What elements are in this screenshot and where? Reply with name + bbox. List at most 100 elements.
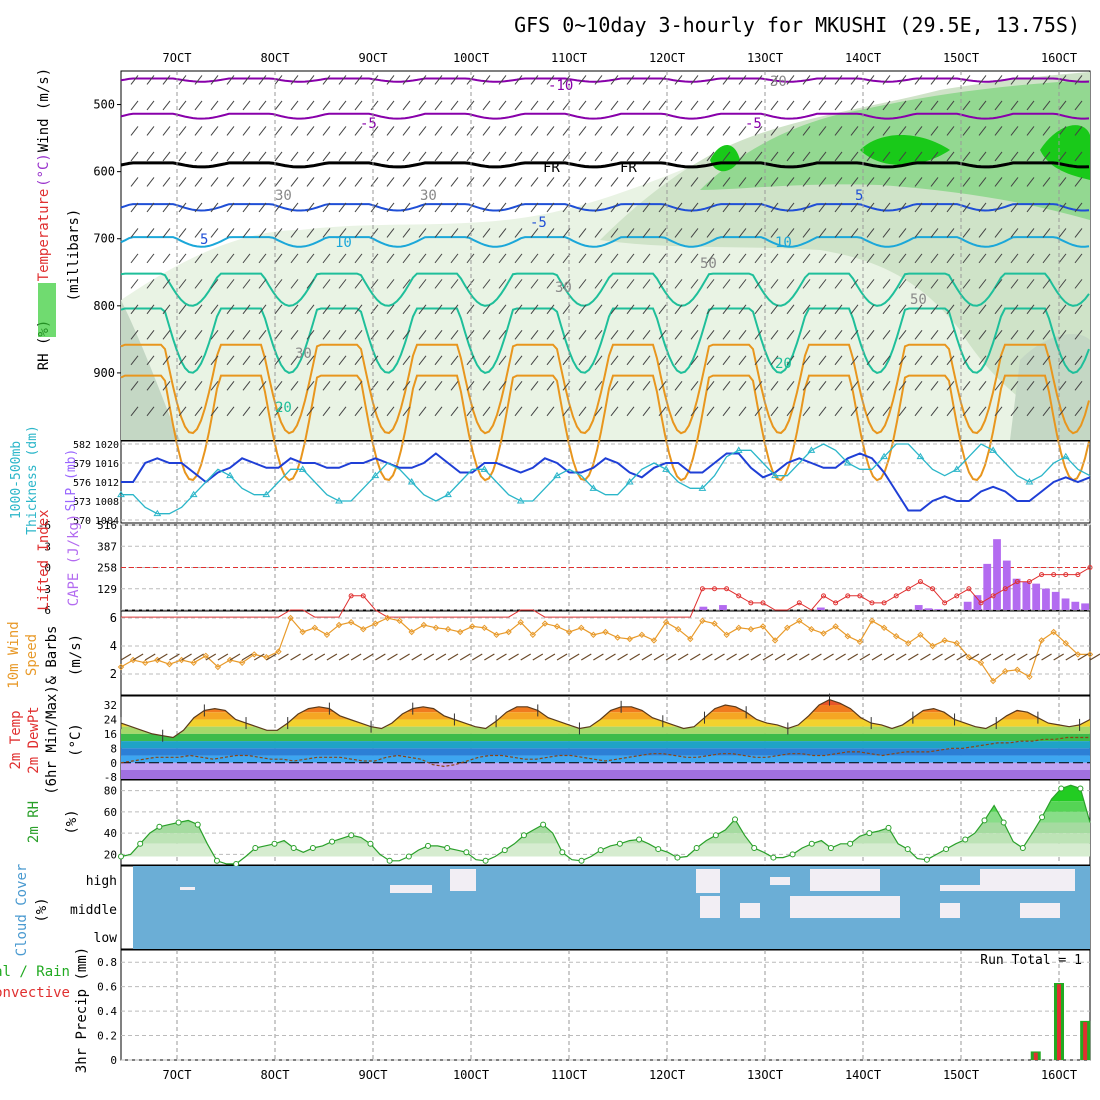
cape-bar xyxy=(983,563,992,610)
thickness-tick: 582 xyxy=(73,440,91,451)
wind-marker xyxy=(759,623,767,630)
wind-barb xyxy=(642,355,651,366)
wind-barb xyxy=(898,330,907,340)
wind-barb xyxy=(162,100,171,111)
wind-barb xyxy=(818,381,827,391)
wind-marker xyxy=(541,620,549,627)
wind-barb xyxy=(242,279,251,289)
wind-barb xyxy=(418,279,427,289)
wind-barb xyxy=(338,381,347,391)
wind-barb xyxy=(754,151,763,162)
wind-barb xyxy=(322,100,331,111)
rh-marker xyxy=(501,847,508,854)
cape-bar xyxy=(1061,598,1070,610)
wind-barb xyxy=(306,177,315,187)
wind-barb xyxy=(194,253,203,264)
wind-barb xyxy=(498,406,507,417)
wind-marker xyxy=(783,624,791,632)
wind-barb xyxy=(274,75,283,85)
temp-line xyxy=(120,698,1091,739)
wind-barb xyxy=(194,381,203,391)
precip-tick: 0.8 xyxy=(97,956,117,969)
wind-barb xyxy=(786,126,795,136)
wind-barb xyxy=(818,406,827,417)
wind-marker xyxy=(444,625,452,633)
wind-barb xyxy=(722,228,731,238)
wind-barb xyxy=(482,228,491,238)
wind-barb xyxy=(914,279,923,289)
cape-tick: 387 xyxy=(97,540,117,553)
wind-barb xyxy=(178,381,187,391)
slp-line xyxy=(121,452,1091,512)
wind-barb xyxy=(946,406,955,417)
rh-marker xyxy=(732,816,739,823)
time-label-top: 16OCT xyxy=(1041,51,1077,65)
temp-band xyxy=(121,712,1090,720)
wind-barb xyxy=(930,126,939,136)
wind-barb xyxy=(306,381,315,391)
cloud-row-label: high xyxy=(86,874,117,889)
wind-barb xyxy=(1074,100,1083,111)
wind-barb xyxy=(450,228,459,238)
thickness-marker xyxy=(153,509,162,517)
wind-marker xyxy=(117,663,125,671)
wind-barb xyxy=(434,253,443,264)
wind-barb xyxy=(850,304,859,315)
wind-barb xyxy=(626,75,635,85)
wind-barb xyxy=(194,126,203,136)
rh-marker xyxy=(923,856,930,863)
rh-marker xyxy=(175,819,182,826)
rh-marker xyxy=(866,830,873,837)
wind-barb xyxy=(626,126,635,136)
wind-marker xyxy=(917,631,924,639)
ytick-label: 900 xyxy=(93,366,115,380)
wind-barb xyxy=(930,228,939,238)
wind-marker xyxy=(578,624,585,632)
wind-marker xyxy=(456,628,464,636)
wind-marker xyxy=(1002,667,1009,675)
wind-barb xyxy=(354,151,363,162)
wind-barb xyxy=(418,177,427,187)
wind-barb xyxy=(578,126,587,136)
wind-barb xyxy=(302,653,313,661)
thickness-marker xyxy=(843,459,852,466)
rh-marker xyxy=(348,832,355,839)
wind-barb xyxy=(447,653,459,661)
wind-barb xyxy=(562,355,571,366)
cape-tick: 516 xyxy=(97,519,117,532)
time-label-top: 14OCT xyxy=(845,51,881,65)
wind-barb xyxy=(770,202,779,213)
cloud-gap xyxy=(696,869,720,893)
wind-marker xyxy=(287,614,294,622)
wind-barb xyxy=(930,202,939,213)
wind-barb xyxy=(658,253,667,264)
wind-barb xyxy=(181,653,192,661)
precip-tick: 0.2 xyxy=(97,1030,117,1043)
wind-barb xyxy=(823,653,834,661)
contour-label: 30 xyxy=(295,346,312,362)
wind-barb xyxy=(850,151,859,162)
panel-frame-3 xyxy=(120,610,1091,696)
wind-barb xyxy=(754,279,763,289)
wind-barb xyxy=(274,253,283,264)
contour-plus20 xyxy=(120,307,1090,374)
rh-marker xyxy=(309,845,316,851)
wind-barb xyxy=(242,304,251,315)
wind-barb xyxy=(210,177,219,187)
contour-label: 10 xyxy=(335,235,352,251)
wind-barb xyxy=(850,279,859,289)
wind-barb xyxy=(434,304,443,315)
thickness-marker xyxy=(771,471,779,479)
wind-barb xyxy=(242,253,251,264)
wind-barb xyxy=(1058,279,1067,289)
wind-barb xyxy=(866,100,875,111)
contour-label: 10 xyxy=(775,235,792,251)
wind-barb xyxy=(514,151,523,162)
wind-marker xyxy=(650,637,658,644)
li-marker xyxy=(360,593,366,599)
wind-barb xyxy=(946,228,955,238)
wind-barb xyxy=(866,355,875,366)
rh-marker xyxy=(213,857,220,864)
wind-barb xyxy=(146,126,155,136)
contour-label: 30 xyxy=(770,74,787,90)
